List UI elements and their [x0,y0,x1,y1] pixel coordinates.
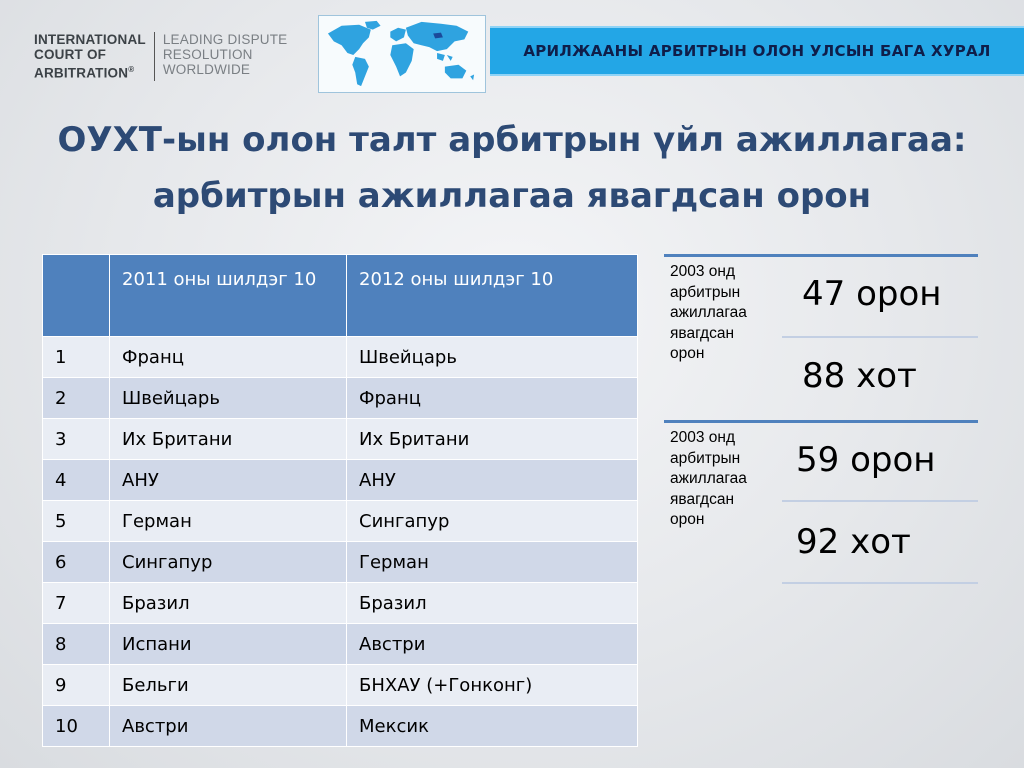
rank-cell: 7 [42,582,110,624]
country-2012-cell: АНУ [346,459,638,501]
country-2012-cell: Австри [346,623,638,665]
title-line-2: арбитрын ажиллагаа явагдсан орон [152,176,872,216]
header-2012: 2012 оны шилдэг 10 [346,254,638,337]
stats-separator [782,582,978,584]
rank-cell: 10 [42,705,110,747]
stats-label: 2003 онд арбитрын ажиллагаа явагдсан оро… [670,429,747,528]
ica-logo: INTERNATIONAL COURT OF ARBITRATION® LEAD… [34,32,287,81]
country-2012-cell: Бразил [346,582,638,624]
world-map-graphic [327,20,475,87]
country-2011-cell: Бельги [109,664,347,706]
table-row: 10 Австри Мексик [42,705,638,747]
country-2011-cell: АНУ [109,459,347,501]
stats-divider [664,254,978,257]
rank-cell: 3 [42,418,110,460]
country-2012-cell: Швейцарь [346,336,638,378]
country-2011-cell: Герман [109,500,347,542]
country-2012-cell: Герман [346,541,638,583]
rank-cell: 2 [42,377,110,419]
title-line-1: ОУХТ-ын олон талт арбитрын үйл ажиллагаа… [57,120,967,160]
rank-cell: 4 [42,459,110,501]
table-header-row: 2011 оны шилдэг 10 2012 оны шилдэг 10 [42,254,638,337]
table-row: 3 Их Британи Их Британи [42,418,638,460]
table-row: 7 Бразил Бразил [42,582,638,624]
logo-tagline: LEADING DISPUTE RESOLUTION WORLDWIDE [162,32,288,77]
header-rank [42,254,110,337]
table-row: 8 Испани Австри [42,623,638,665]
stats-divider [664,420,978,423]
logo-name: INTERNATIONAL COURT OF ARBITRATION® [34,32,155,81]
table-row: 4 АНУ АНУ [42,459,638,501]
country-2011-cell: Австри [109,705,347,747]
rank-cell: 8 [42,623,110,665]
cities-count: 92 хот [796,522,911,562]
country-2012-cell: Мексик [346,705,638,747]
country-2012-cell: Франц [346,377,638,419]
stats-separator [782,500,978,502]
country-2011-cell: Швейцарь [109,377,347,419]
country-2012-cell: Их Британи [346,418,638,460]
country-2012-cell: БНХАУ (+Гонконг) [346,664,638,706]
rank-cell: 1 [42,336,110,378]
stats-block-2: 2003 онд арбитрын ажиллагаа явагдсан оро… [664,420,978,586]
table-row: 9 Бельги БНХАУ (+Гонконг) [42,664,638,706]
table-row: 2 Швейцарь Франц [42,377,638,419]
cities-count: 88 хот [802,356,917,396]
rank-cell: 5 [42,500,110,542]
stats-block-1: 2003 онд арбитрын ажиллагаа явагдсан оро… [664,254,978,422]
table-row: 6 Сингапур Герман [42,541,638,583]
country-2012-cell: Сингапур [346,500,638,542]
stats-separator [782,336,978,338]
country-2011-cell: Их Британи [109,418,347,460]
country-2011-cell: Франц [109,336,347,378]
header-2011: 2011 оны шилдэг 10 [109,254,347,337]
page-title: ОУХТ-ын олон талт арбитрын үйл ажиллагаа… [0,112,1024,224]
rank-cell: 6 [42,541,110,583]
country-2011-cell: Бразил [109,582,347,624]
rank-cell: 9 [42,664,110,706]
conference-banner: АРИЛЖААНЫ АРБИТРЫН ОЛОН УЛСЫН БАГА ХУРАЛ [490,26,1024,76]
countries-count: 59 орон [796,440,936,480]
table-row: 5 Герман Сингапур [42,500,638,542]
countries-count: 47 орон [802,274,942,314]
table-row: 1 Франц Швейцарь [42,336,638,378]
country-2011-cell: Испани [109,623,347,665]
stats-label: 2003 онд арбитрын ажиллагаа явагдсан оро… [670,263,747,362]
world-map-icon [318,15,486,93]
country-2011-cell: Сингапур [109,541,347,583]
